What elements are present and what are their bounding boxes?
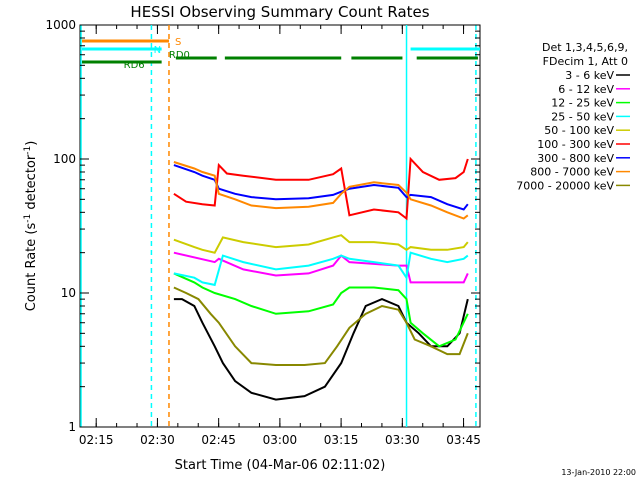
series-line <box>173 272 469 348</box>
legend-entry-label: 100 - 300 keV <box>537 138 614 151</box>
state-bars: S N RD0 RD6 <box>82 37 480 71</box>
state-bar-label: RD6 <box>124 60 145 71</box>
y-axis-label-part1: Count Rate (s <box>24 223 39 312</box>
series-line <box>173 234 469 254</box>
y-axis-label: Count Rate (s-1 detector-1) <box>23 141 39 312</box>
state-bar-label: RD0 <box>169 50 190 61</box>
series-line <box>173 251 469 284</box>
y-tick-label: 1000 <box>45 18 76 32</box>
series-line <box>173 251 469 287</box>
series-line <box>173 298 469 401</box>
x-tick-label: 03:45 <box>446 433 481 447</box>
x-axis: 02:15 02:30 02:45 03:00 03:15 03:30 03:45 <box>79 25 481 447</box>
x-tick-label: 03:00 <box>263 433 298 447</box>
chart-title: HESSI Observing Summary Count Rates <box>130 3 429 21</box>
y-axis-label-part2: detector <box>24 154 39 214</box>
footer-timestamp: 13-Jan-2010 22:00 <box>561 468 636 477</box>
y-axis-label-sup1: -1 <box>23 214 33 223</box>
series-line <box>173 286 469 366</box>
plot-frame <box>79 24 481 428</box>
x-axis-label: Start Time (04-Mar-06 02:11:02) <box>175 458 386 473</box>
legend-entry-label: 7000 - 20000 keV <box>516 179 614 192</box>
series-line <box>173 156 469 221</box>
x-tick-label: 03:15 <box>324 433 359 447</box>
y-tick-label: 1 <box>68 420 76 434</box>
x-tick-label: 03:30 <box>385 433 420 447</box>
state-bar-label: S <box>175 37 181 48</box>
legend-entry-label: 800 - 7000 keV <box>530 166 614 179</box>
x-tick-label: 02:30 <box>140 433 175 447</box>
series-line <box>173 161 469 220</box>
legend-header-line1: Det 1,3,4,5,6,9, <box>542 41 628 54</box>
legend: Det 1,3,4,5,6,9, FDecim 1, Att 0 3 - 6 k… <box>516 41 630 192</box>
legend-entry-label: 50 - 100 keV <box>544 124 614 137</box>
plot-area: S N RD0 RD6 <box>79 24 481 428</box>
legend-entry-label: 12 - 25 keV <box>551 97 614 110</box>
y-axis-label-sup2: -1 <box>23 146 33 155</box>
legend-entry-label: 25 - 50 keV <box>551 110 614 123</box>
state-bar-label: N <box>154 45 161 56</box>
y-axis-label-part3: ) <box>24 141 39 146</box>
y-tick-label: 100 <box>53 152 76 166</box>
y-tick-label: 10 <box>61 286 76 300</box>
legend-header-line2: FDecim 1, Att 0 <box>543 55 628 68</box>
legend-entry-label: 3 - 6 keV <box>565 69 614 82</box>
vertical-markers <box>80 25 477 427</box>
legend-entry-label: 300 - 800 keV <box>537 152 614 165</box>
series-group <box>173 156 469 401</box>
y-axis: 1 10 100 1000 <box>45 18 480 434</box>
x-tick-label: 02:15 <box>79 433 114 447</box>
legend-entry-label: 6 - 12 keV <box>558 83 614 96</box>
x-tick-label: 02:45 <box>201 433 236 447</box>
